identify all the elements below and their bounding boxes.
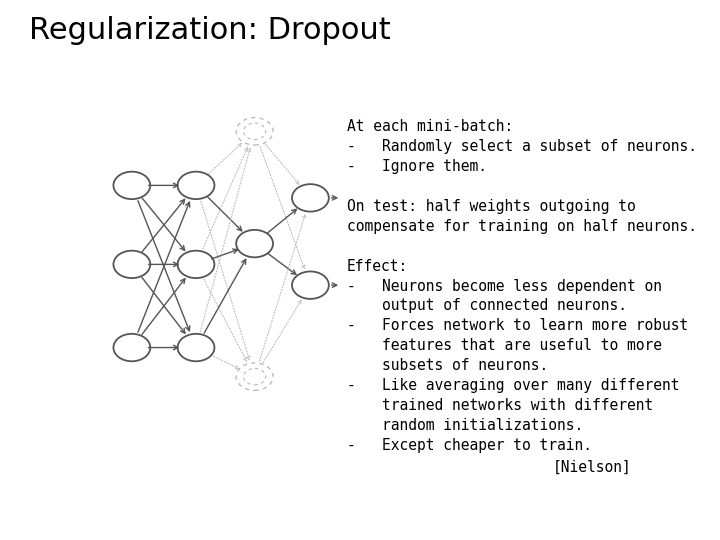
Text: subsets of neurons.: subsets of neurons. (347, 359, 548, 373)
Text: -   Randomly select a subset of neurons.: - Randomly select a subset of neurons. (347, 139, 697, 154)
Text: On test: half weights outgoing to: On test: half weights outgoing to (347, 199, 636, 214)
Text: -   Forces network to learn more robust: - Forces network to learn more robust (347, 319, 688, 333)
Text: -   Ignore them.: - Ignore them. (347, 159, 487, 174)
Text: -   Except cheaper to train.: - Except cheaper to train. (347, 438, 592, 453)
Text: Effect:: Effect: (347, 259, 408, 274)
Text: -   Like averaging over many different: - Like averaging over many different (347, 379, 679, 393)
Text: [Nielson]: [Nielson] (552, 460, 631, 474)
Text: -   Neurons become less dependent on: - Neurons become less dependent on (347, 279, 662, 294)
Text: features that are useful to more: features that are useful to more (347, 339, 662, 353)
Text: random initializations.: random initializations. (347, 418, 583, 433)
Text: compensate for training on half neurons.: compensate for training on half neurons. (347, 219, 697, 234)
Text: Regularization: Dropout: Regularization: Dropout (29, 16, 390, 45)
Text: trained networks with different: trained networks with different (347, 399, 653, 413)
Text: At each mini-batch:: At each mini-batch: (347, 119, 513, 134)
Text: output of connected neurons.: output of connected neurons. (347, 299, 626, 314)
